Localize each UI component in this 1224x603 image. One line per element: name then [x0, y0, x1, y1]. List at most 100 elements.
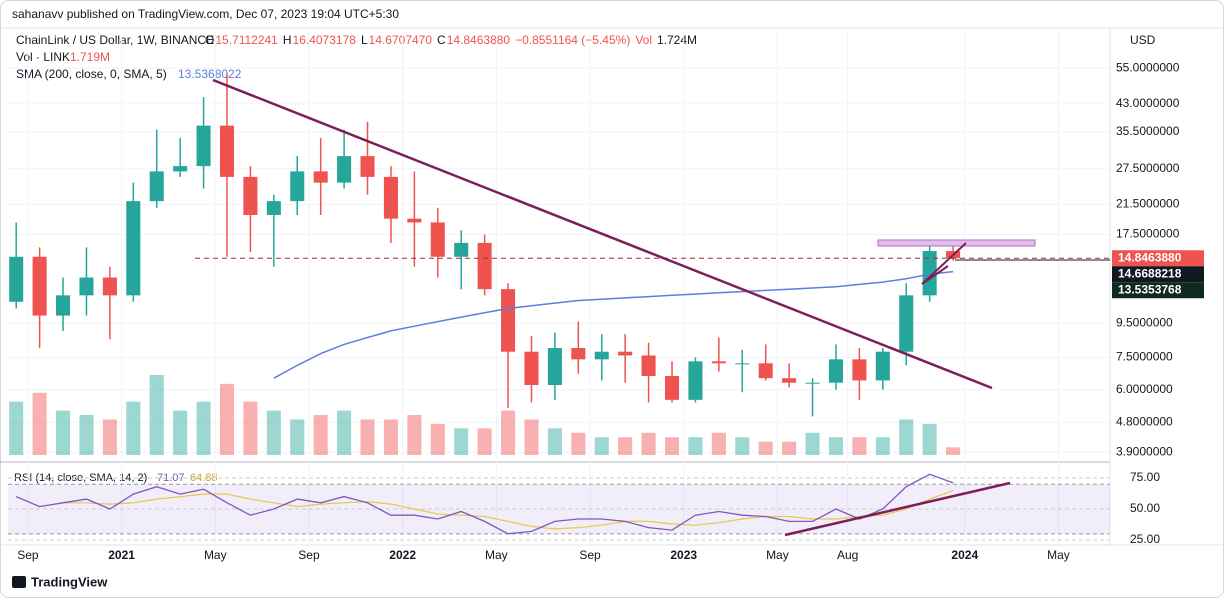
price-label: 14.8463880 [1118, 250, 1182, 264]
x-tick-label: May [766, 548, 789, 562]
price-label-bg [1112, 250, 1204, 267]
volume-bar [805, 432, 820, 455]
volume-bar [758, 441, 773, 455]
volume-bar [571, 432, 586, 455]
rsi-ma-legend-value: 64.88 [190, 472, 218, 484]
x-tick-label: 2023 [670, 548, 697, 562]
candle-body [477, 242, 492, 290]
candle-body [290, 171, 305, 202]
volume-bar [711, 432, 726, 455]
candle-body [688, 361, 703, 400]
footer: TradingView [31, 574, 108, 589]
candle-body [547, 348, 562, 386]
rsi-tick-label: 75.00 [1130, 470, 1160, 484]
y-tick-label: 27.5000000 [1116, 161, 1180, 175]
candle-body [243, 176, 258, 215]
legend: ChainLink / US Dollar, 1W, BINANCE USD V… [14, 33, 1156, 484]
volume-bar [407, 415, 422, 455]
x-tick-label: May [1047, 548, 1070, 562]
sma-line [273, 270, 954, 379]
candle-body [805, 382, 820, 384]
price-label-bg [1112, 266, 1204, 283]
currency: USD [1130, 33, 1156, 47]
x-tick-label: 2021 [108, 548, 135, 562]
volume-bar [9, 401, 24, 455]
y-tick-label: 6.0000000 [1116, 382, 1173, 396]
candle-body [32, 256, 47, 316]
y-tick-label: 4.8000000 [1116, 414, 1173, 428]
volume-bar [641, 432, 656, 455]
volume-legend-value: 1.719M [70, 50, 110, 64]
candle-body [9, 256, 24, 302]
volume-bar [337, 410, 352, 455]
y-tick-label: 21.5000000 [1116, 197, 1180, 211]
volume-bar [477, 428, 492, 455]
volume-bar [664, 437, 680, 455]
candle-body [430, 222, 445, 257]
rsi-trendline [784, 481, 1011, 537]
ohlc-text: C [437, 33, 446, 47]
price-label: 13.5353768 [1118, 282, 1182, 296]
x-tick-label: May [485, 548, 508, 562]
x-tick-label: Aug [837, 548, 858, 562]
volume-bar [618, 437, 633, 455]
price-label: 14.6688218 [1118, 266, 1182, 280]
y-tick-label: 55.0000000 [1116, 60, 1180, 74]
candle-body [641, 355, 656, 376]
volume-bar [594, 437, 609, 455]
volume-bar [547, 428, 562, 455]
candle-body [852, 359, 867, 381]
rsi-tick-label: 50.00 [1130, 501, 1160, 515]
volume-bar [852, 437, 867, 455]
x-tick-label: 2022 [389, 548, 416, 562]
y-tick-label: 35.5000000 [1116, 124, 1180, 138]
ohlc-text: L [361, 33, 368, 47]
candle-body [594, 351, 609, 360]
resistance-zone [877, 239, 1036, 247]
candle-body [313, 171, 328, 183]
ohlc-text: 14.6707470 [369, 33, 433, 47]
y-tick-label: 43.0000000 [1116, 96, 1180, 110]
candle-body [219, 125, 235, 177]
y-tick-label: 9.5000000 [1116, 315, 1173, 329]
candle-body [501, 289, 516, 352]
candle-body [360, 156, 375, 177]
candle-body [266, 201, 281, 215]
rsi-line [15, 473, 954, 535]
volume-legend: Vol · LINK [16, 50, 70, 64]
logo-icon [12, 576, 26, 588]
ohlc-text: Vol [635, 33, 652, 47]
candle-body [149, 171, 164, 202]
trendline [212, 78, 993, 390]
volume-bar [56, 410, 71, 455]
x-tick-label: Sep [298, 548, 320, 562]
price-label-bg [1112, 282, 1204, 299]
volume-bar [501, 410, 516, 455]
volume-bar [383, 419, 398, 455]
ohlc-text: 1.724M [657, 33, 697, 47]
plot: 55.0000000 43.0000000 35.5000000 27.5000000… [8, 30, 1204, 562]
volume-bar [946, 447, 961, 455]
drawings [212, 78, 1036, 537]
candle-body [711, 361, 726, 364]
x-tick-label: 2024 [951, 548, 978, 562]
y-tick-label: 7.5000000 [1116, 350, 1173, 364]
candle-body [758, 363, 773, 379]
volume-bar [828, 437, 843, 455]
y-tick-label: 3.9000000 [1116, 445, 1173, 459]
volume-bar [688, 437, 703, 455]
volume-bar [290, 419, 305, 455]
triangle-line [921, 242, 967, 285]
volume-bar [454, 428, 469, 455]
volume-bar [196, 401, 211, 455]
ohlc-text: 14.8463880 [447, 33, 511, 47]
volume-bar [313, 415, 328, 455]
candle-body [664, 375, 680, 400]
volume-bar [782, 441, 797, 455]
volume-bar [79, 415, 94, 455]
ohlc-text: H [283, 33, 292, 47]
symbol-title: ChainLink / US Dollar, 1W, BINANCE [16, 33, 214, 47]
candle-body [571, 348, 586, 360]
candle-body [524, 351, 539, 386]
